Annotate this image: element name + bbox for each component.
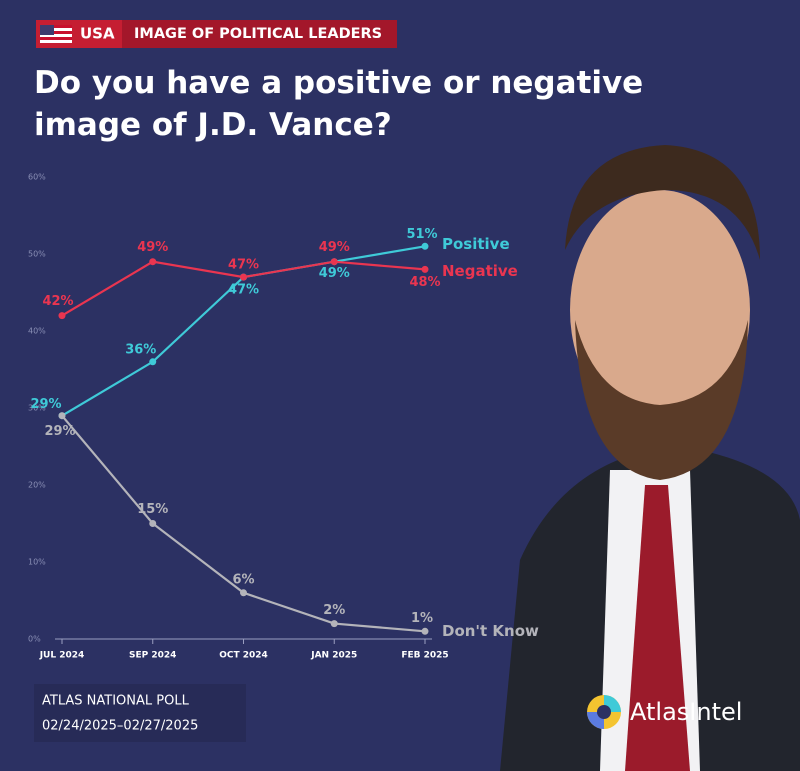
data-label: 6% xyxy=(232,572,254,587)
x-tick-label: SEP 2024 xyxy=(129,651,176,661)
data-label: 42% xyxy=(42,294,73,309)
data-label: 29% xyxy=(30,397,61,412)
point xyxy=(421,627,429,635)
poll-dates: 02/24/2025–02/27/2025 xyxy=(42,719,198,734)
brand: AtlasIntel xyxy=(630,698,742,726)
point xyxy=(149,258,157,266)
series-line xyxy=(61,414,426,633)
data-label: 47% xyxy=(228,283,259,298)
y-tick-label: 0% xyxy=(28,635,41,644)
point xyxy=(330,258,338,266)
legend-label: Don't Know xyxy=(442,622,539,640)
chart-title: Do you have a positive or negative image… xyxy=(34,65,644,143)
data-label: 29% xyxy=(44,424,75,439)
x-tick-label: FEB 2025 xyxy=(401,651,448,661)
y-tick-label: 40% xyxy=(28,327,46,336)
data-label: 2% xyxy=(323,603,345,618)
x-tick-label: JAN 2025 xyxy=(310,651,357,661)
data-label: 1% xyxy=(411,611,433,626)
y-tick-label: 50% xyxy=(28,250,46,259)
data-label: 51% xyxy=(406,227,437,242)
point xyxy=(149,520,157,527)
point xyxy=(421,242,429,250)
flag xyxy=(40,25,72,43)
data-label: 48% xyxy=(409,275,440,290)
point xyxy=(58,312,66,320)
footer-box xyxy=(34,684,246,742)
x-tick-label: JUL 2024 xyxy=(39,651,85,661)
data-label: 49% xyxy=(319,240,350,255)
point xyxy=(421,265,429,273)
y-tick-label: 10% xyxy=(28,558,46,567)
portrait xyxy=(500,145,800,771)
point xyxy=(240,589,247,597)
legend-label: Negative xyxy=(442,262,518,280)
point xyxy=(149,358,157,366)
y-tick-label: 30% xyxy=(28,404,46,413)
country: USA xyxy=(80,25,115,43)
data-label: 49% xyxy=(137,240,168,255)
point xyxy=(58,412,66,420)
legend-label: Positive xyxy=(442,235,510,253)
x-tick-label: OCT 2024 xyxy=(219,651,268,661)
y-tick-label: 60% xyxy=(28,173,46,182)
logo xyxy=(587,695,621,729)
data-label: 15% xyxy=(137,502,168,517)
y-tick-label: 20% xyxy=(28,481,46,490)
point xyxy=(330,620,338,628)
poll-name: ATLAS NATIONAL POLL xyxy=(42,694,190,709)
data-label: 47% xyxy=(228,258,259,273)
data-label: 36% xyxy=(125,342,156,357)
section: IMAGE OF POLITICAL LEADERS xyxy=(134,26,382,42)
point xyxy=(240,273,247,281)
data-label: 49% xyxy=(319,266,350,281)
